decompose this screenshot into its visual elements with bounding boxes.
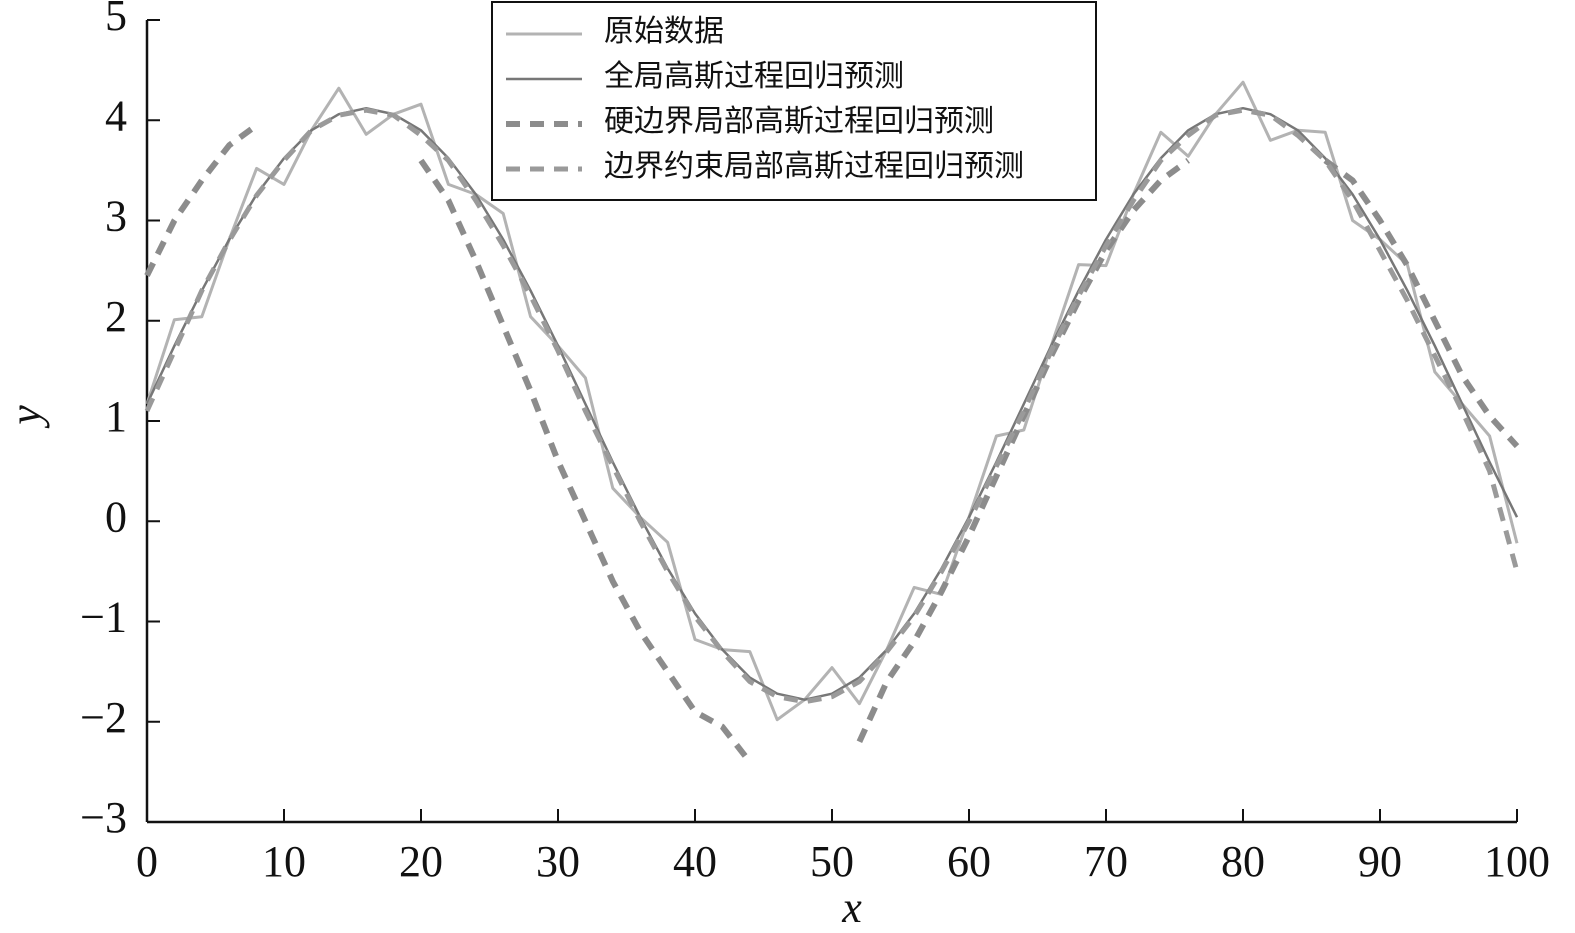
series-line (144, 122, 1520, 764)
x-tick-label: 0 (136, 837, 158, 886)
y-axis-label: y (1, 405, 50, 429)
x-tick-label: 60 (947, 837, 991, 886)
x-tick-label: 80 (1221, 837, 1265, 886)
y-tick-label: 4 (105, 91, 127, 140)
x-tick-label: 100 (1484, 837, 1550, 886)
y-tick-label: 0 (105, 492, 127, 541)
y-tick-label: 3 (105, 192, 127, 241)
series-line (144, 107, 1520, 705)
x-tick-label: 90 (1358, 837, 1402, 886)
x-tick-label: 50 (810, 837, 854, 886)
y-tick-label: −2 (80, 693, 127, 742)
series-line (145, 80, 1519, 722)
y-tick-label: 5 (105, 0, 127, 40)
x-tick-label: 70 (1084, 837, 1128, 886)
x-tick-label: 10 (262, 837, 306, 886)
legend-label: 硬边界局部高斯过程回归预测 (604, 105, 994, 138)
x-axis-label: x (841, 883, 862, 932)
legend-label: 边界约束局部高斯过程回归预测 (604, 150, 1024, 183)
y-tick-label: 1 (105, 392, 127, 441)
x-tick-label: 20 (399, 837, 443, 886)
y-tick-label: −1 (80, 593, 127, 642)
legend-label: 全局高斯过程回归预测 (604, 60, 904, 93)
y-tick-label: −3 (80, 793, 127, 842)
y-tick-label: 2 (105, 292, 127, 341)
x-tick-label: 30 (536, 837, 580, 886)
x-tick-label: 40 (673, 837, 717, 886)
legend-box (491, 1, 1097, 201)
legend-label: 原始数据 (604, 15, 724, 48)
